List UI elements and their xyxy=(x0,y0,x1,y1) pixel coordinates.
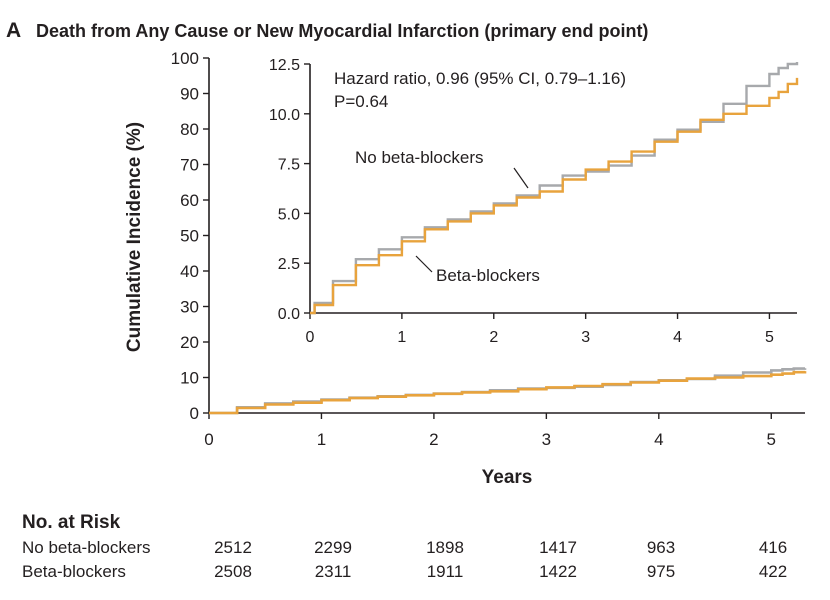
leader-no-beta-blockers xyxy=(513,167,529,189)
inset-y-tick-label: 5.0 xyxy=(278,206,300,223)
main-y-tick-label: 70 xyxy=(180,156,199,175)
main-x-tick-label: 0 xyxy=(204,430,213,449)
risk-cell-no-beta-blockers-5: 416 xyxy=(759,538,787,557)
risk-values: 2512 2299 1898 1417 963 416 2508 2311 1911 1422 97… xyxy=(214,538,787,581)
inset-x-tick-label: 2 xyxy=(489,329,498,346)
main-x-tick-label: 1 xyxy=(317,430,326,449)
risk-cell-beta-blockers-3: 1422 xyxy=(539,562,577,581)
main-x-tick-label: 4 xyxy=(654,430,663,449)
risk-cell-no-beta-blockers-4: 963 xyxy=(647,538,675,557)
inset-y-tick-label: 12.5 xyxy=(269,57,300,74)
chart-title: Death from Any Cause or New Myocardial I… xyxy=(36,21,648,41)
inset-axes: 0 1 2 3 4 5 0.0 2.5 5.0 7.5 10.0 12.5 xyxy=(269,57,797,346)
main-y-tick-label: 80 xyxy=(180,120,199,139)
main-y-tick-label: 20 xyxy=(180,333,199,352)
x-axis-title: Years xyxy=(482,467,533,488)
main-x-tick-label: 2 xyxy=(429,430,438,449)
main-x-tick-label: 3 xyxy=(542,430,551,449)
main-y-tick-label: 40 xyxy=(180,262,199,281)
inset-x-tick-label: 5 xyxy=(765,329,774,346)
main-y-tick-label: 90 xyxy=(180,85,199,104)
inset-x-tick-label: 3 xyxy=(581,329,590,346)
risk-cell-beta-blockers-0: 2508 xyxy=(214,562,252,581)
main-series xyxy=(209,367,807,415)
inset-series-beta-blockers xyxy=(310,77,799,315)
inset-x-tick-label: 4 xyxy=(673,329,682,346)
risk-cell-beta-blockers-5: 422 xyxy=(759,562,787,581)
panel-label: A xyxy=(6,19,21,42)
main-y-tick-label: 100 xyxy=(171,49,199,68)
inset-series-no-beta-blockers xyxy=(310,62,799,315)
inset-y-tick-label: 0.0 xyxy=(278,306,300,323)
inset-series xyxy=(310,62,799,315)
label-no-beta-blockers: No beta-blockers xyxy=(355,148,484,167)
inset-y-tick-label: 10.0 xyxy=(269,107,300,124)
main-y-tick-label: 50 xyxy=(180,227,199,246)
main-y-tick-label: 10 xyxy=(180,369,199,388)
risk-cell-no-beta-blockers-2: 1898 xyxy=(426,538,464,557)
inset-x-tick-label: 1 xyxy=(397,329,406,346)
main-series-beta-blockers xyxy=(209,370,807,415)
label-beta-blockers: Beta-blockers xyxy=(436,266,540,285)
risk-row-label-beta-blockers: Beta-blockers xyxy=(22,562,126,581)
risk-cell-beta-blockers-2: 1911 xyxy=(427,562,464,581)
risk-row-label-no-beta-blockers: No beta-blockers xyxy=(22,538,151,557)
risk-table-header: No. at Risk xyxy=(22,512,121,533)
p-value-annotation: P=0.64 xyxy=(334,92,388,111)
hazard-ratio-annotation: Hazard ratio, 0.96 (95% CI, 0.79–1.16) xyxy=(334,69,626,88)
risk-cell-beta-blockers-1: 2311 xyxy=(315,562,352,581)
main-x-tick-label: 5 xyxy=(767,430,776,449)
y-axis-title: Cumulative Incidence (%) xyxy=(124,122,145,352)
leader-beta-blockers xyxy=(415,255,433,273)
main-y-tick-label: 0 xyxy=(190,404,199,423)
risk-cell-no-beta-blockers-3: 1417 xyxy=(539,538,577,557)
inset-y-tick-label: 7.5 xyxy=(278,157,300,174)
inset-y-tick-label: 2.5 xyxy=(278,256,300,273)
risk-cell-no-beta-blockers-1: 2299 xyxy=(314,538,352,557)
main-y-tick-label: 60 xyxy=(180,191,199,210)
main-y-tick-label: 30 xyxy=(180,298,199,317)
risk-cell-no-beta-blockers-0: 2512 xyxy=(214,538,252,557)
risk-cell-beta-blockers-4: 975 xyxy=(647,562,675,581)
inset-x-tick-label: 0 xyxy=(306,329,315,346)
